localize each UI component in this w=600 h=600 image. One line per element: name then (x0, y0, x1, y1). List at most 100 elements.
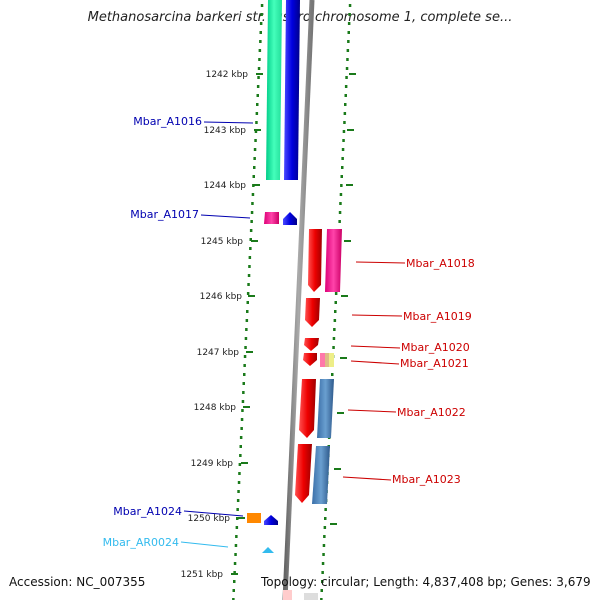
ladder-dot (248, 256, 252, 259)
gene-label-mbar-a1021[interactable]: Mbar_A1021 (400, 357, 469, 370)
ladder-dot (321, 580, 324, 583)
forward-gene-mbar-a1024[interactable] (247, 513, 278, 525)
forward-rna-mbar-ar0024[interactable] (262, 547, 274, 553)
reverse-gene-mbar-a1019[interactable] (305, 298, 320, 327)
reverse-gene-mbar-a1018[interactable] (308, 229, 342, 292)
gene-block-paired (325, 353, 329, 367)
scale-label: 1249 kbp (191, 459, 234, 469)
gene-arrow-reverse[interactable] (295, 444, 312, 503)
gene-label-mbar-a1017[interactable]: Mbar_A1017 (130, 208, 199, 221)
reverse-gene-mbar-a1023[interactable] (295, 444, 330, 504)
ladder-dot (251, 202, 254, 205)
gene-block-paired (325, 229, 342, 292)
ladder-dot (323, 535, 326, 538)
ladder-dot (253, 166, 256, 169)
gene-arrow-reverse[interactable] (305, 298, 320, 327)
left-tick-ladder (232, 4, 264, 600)
ladder-dot (246, 301, 249, 304)
ladder-dot (320, 589, 323, 592)
ladder-dot (256, 94, 259, 97)
ladder-dot (342, 130, 346, 133)
gene-label-mbar-a1024[interactable]: Mbar_A1024 (113, 505, 182, 518)
gene-arrow-forward[interactable] (284, 0, 300, 180)
gene-arrow-forward[interactable] (283, 212, 297, 225)
ladder-dot (238, 472, 241, 475)
ladder-dot (340, 184, 343, 187)
scale-label: 1243 kbp (204, 126, 247, 136)
ladder-dot (236, 499, 240, 502)
ladder-dot (249, 229, 253, 232)
gene-block-paired (264, 212, 279, 224)
ladder-dot (322, 544, 326, 547)
ladder-dot (239, 445, 242, 448)
reverse-gene-mbar-a1022[interactable] (299, 379, 334, 438)
ladder-dot (324, 517, 327, 520)
ladder-dot (259, 40, 262, 43)
ladder-dot (344, 85, 348, 88)
ladder-dot (248, 265, 251, 268)
ladder-dot (347, 40, 350, 43)
ladder-dot (324, 508, 327, 511)
ladder-dot (258, 49, 262, 52)
gene-label-mbar-a1023[interactable]: Mbar_A1023 (392, 473, 461, 486)
ladder-dot (323, 526, 327, 529)
ladder-dot (260, 13, 263, 16)
ladder-dot (233, 571, 236, 574)
gene-arrow-forward[interactable] (264, 515, 278, 525)
ladder-dot (235, 526, 239, 529)
ladder-dot (246, 310, 249, 313)
ladder-dot (333, 319, 337, 322)
gene-block-paired (329, 353, 334, 367)
scale-label: 1246 kbp (200, 292, 243, 302)
topology-text: Topology: circular; Length: 4,837,408 bp… (261, 575, 591, 589)
label-leaders (180, 121, 406, 548)
ladder-dot (343, 121, 346, 124)
ladder-dot (345, 67, 349, 70)
ladder-dot (243, 373, 246, 376)
ladder-dot (342, 139, 345, 142)
forward-gene-mbar-a1016[interactable] (266, 0, 300, 180)
gene-label-mbar-a1020[interactable]: Mbar_A1020 (401, 341, 470, 354)
rna-arrow[interactable] (262, 547, 274, 553)
gene-arrow-reverse[interactable] (299, 379, 316, 438)
gene-arrow-reverse[interactable] (304, 338, 319, 351)
gene-arrow-forward[interactable] (286, 0, 300, 70)
ladder-dot (344, 94, 347, 97)
ladder-dot (236, 508, 239, 511)
ladder-dot (256, 85, 260, 88)
gene-label-mbar-a1016[interactable]: Mbar_A1016 (133, 115, 202, 128)
ladder-dot (249, 247, 252, 250)
ladder-dot (245, 319, 249, 322)
gene-label-mbar-ar0024[interactable]: Mbar_AR0024 (103, 536, 179, 549)
gene-arrow-reverse[interactable] (308, 229, 322, 292)
reverse-gene-mbar-a1021[interactable] (303, 353, 334, 367)
ladder-dot (237, 481, 241, 484)
ladder-dot (242, 382, 245, 385)
ladder-dot (246, 292, 250, 295)
ladder-dot (250, 211, 254, 214)
gene-arrow-reverse[interactable] (303, 353, 317, 366)
ladder-dot (339, 202, 342, 205)
scale-label: 1250 kbp (188, 514, 231, 524)
ladder-dot (332, 337, 336, 340)
ladder-dot (235, 535, 238, 538)
forward-gene-mbar-a1017[interactable] (264, 212, 297, 225)
gene-label-mbar-a1022[interactable]: Mbar_A1022 (397, 406, 466, 419)
gene-label-mbar-a1018[interactable]: Mbar_A1018 (406, 257, 475, 270)
ladder-dot (258, 58, 261, 61)
ladder-dot (245, 328, 248, 331)
ladder-dot (234, 553, 237, 556)
scale-label: 1247 kbp (197, 348, 240, 358)
ladder-dot (348, 13, 351, 16)
ladder-dot (321, 571, 324, 574)
ladder-dot (333, 328, 336, 331)
ladder-dot (257, 76, 260, 79)
ladder-dot (252, 175, 255, 178)
gene-labels: Mbar_A1016 Mbar_A1017 Mbar_A1024 Mbar_AR… (103, 115, 475, 549)
gene-label-mbar-a1019[interactable]: Mbar_A1019 (403, 310, 472, 323)
ladder-dot (259, 31, 262, 34)
reverse-gene-mbar-a1020[interactable] (304, 338, 319, 351)
ladder-dot (237, 490, 240, 493)
ladder-dot (343, 112, 347, 115)
